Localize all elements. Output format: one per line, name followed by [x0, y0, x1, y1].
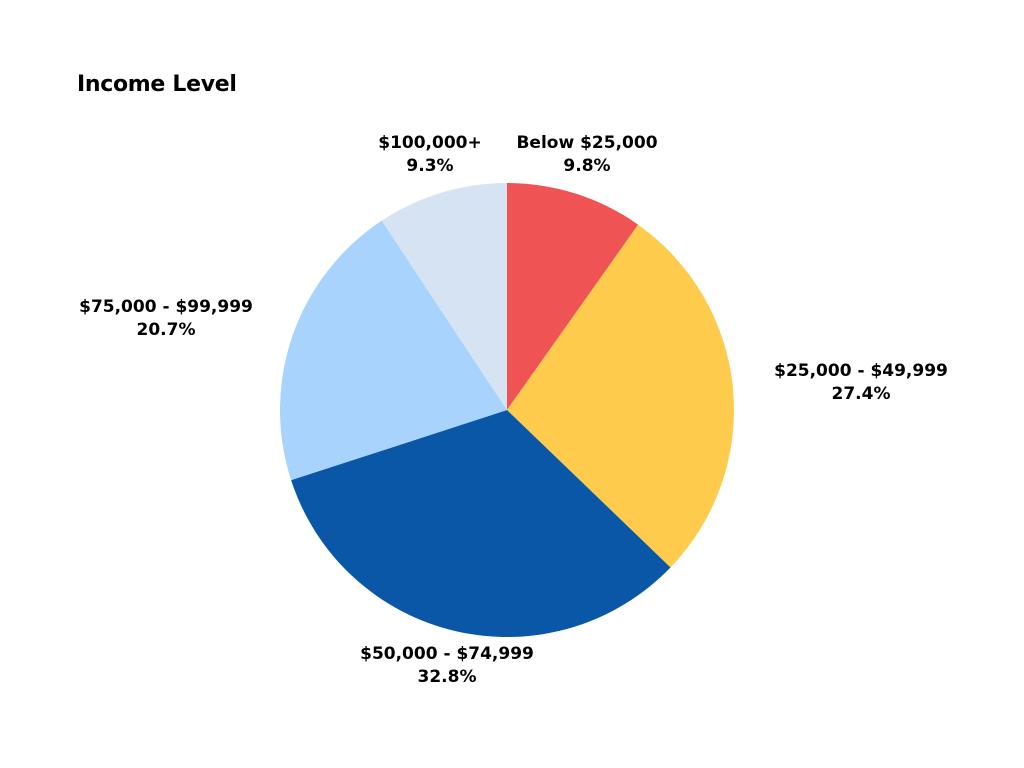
chart-title: Income Level	[77, 72, 237, 97]
pie-slice-0	[507, 183, 639, 410]
slice-label-4: $100,000+ 9.3%	[378, 132, 482, 178]
slice-label-3: $75,000 - $99,999 20.7%	[79, 296, 253, 342]
pie-slice-3	[280, 220, 507, 481]
pie-slice-4	[381, 183, 507, 410]
slice-percent-label: 27.4%	[831, 384, 891, 404]
pie-slice-1	[507, 224, 734, 568]
slice-category-label: $50,000 - $74,999	[360, 644, 534, 664]
slice-category-label: $100,000+	[378, 133, 482, 153]
pie-slice-2	[291, 410, 671, 637]
slice-percent-label: 9.3%	[406, 156, 454, 176]
slice-label-1: $25,000 - $49,999 27.4%	[774, 360, 948, 406]
slice-label-0: Below $25,000 9.8%	[516, 132, 657, 178]
slice-category-label: $75,000 - $99,999	[79, 297, 253, 317]
slice-category-label: Below $25,000	[516, 133, 658, 153]
slice-percent-label: 9.8%	[563, 156, 611, 176]
slice-percent-label: 20.7%	[136, 320, 196, 340]
slice-label-2: $50,000 - $74,999 32.8%	[360, 643, 534, 689]
slice-category-label: $25,000 - $49,999	[774, 361, 948, 381]
slice-percent-label: 32.8%	[417, 667, 477, 687]
